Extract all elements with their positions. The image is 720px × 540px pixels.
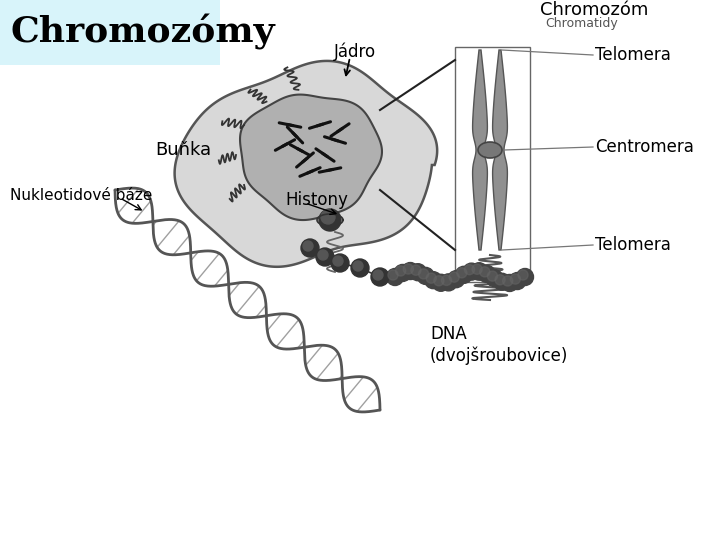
Circle shape: [448, 271, 464, 288]
Text: Telomera: Telomera: [595, 46, 671, 64]
Text: Nukleotidové báze: Nukleotidové báze: [10, 187, 153, 202]
Circle shape: [395, 266, 406, 276]
Circle shape: [516, 268, 534, 286]
Circle shape: [480, 267, 490, 277]
Text: Chromatidy: Chromatidy: [545, 17, 618, 30]
Circle shape: [471, 263, 487, 280]
Polygon shape: [492, 50, 508, 250]
Circle shape: [449, 272, 459, 282]
Circle shape: [321, 210, 335, 224]
Circle shape: [319, 209, 341, 231]
Circle shape: [418, 269, 428, 279]
Text: Centromera: Centromera: [595, 138, 694, 156]
Circle shape: [518, 270, 528, 280]
Circle shape: [371, 268, 389, 286]
Text: Chromozómy: Chromozómy: [10, 14, 274, 50]
Ellipse shape: [478, 142, 502, 158]
Circle shape: [318, 250, 328, 260]
Circle shape: [441, 275, 451, 286]
Circle shape: [426, 273, 436, 284]
Circle shape: [509, 273, 526, 289]
Text: DNA
(dvojšroubovice): DNA (dvojšroubovice): [430, 325, 568, 364]
Circle shape: [353, 261, 363, 271]
Circle shape: [440, 274, 457, 291]
Circle shape: [493, 273, 510, 291]
Text: Buňka: Buňka: [155, 141, 211, 159]
Polygon shape: [472, 50, 487, 250]
Text: Chromozóm: Chromozóm: [540, 1, 649, 19]
Bar: [0, 0, 220, 65]
Text: Jádro: Jádro: [334, 43, 376, 61]
Circle shape: [433, 276, 444, 286]
Circle shape: [388, 270, 398, 280]
Circle shape: [472, 264, 482, 274]
Text: Telomera: Telomera: [595, 236, 671, 254]
Circle shape: [486, 269, 503, 287]
Circle shape: [425, 272, 442, 289]
Text: Histony: Histony: [285, 191, 348, 209]
Circle shape: [351, 259, 369, 277]
Circle shape: [373, 270, 383, 280]
Circle shape: [303, 241, 313, 251]
Circle shape: [478, 265, 495, 282]
Circle shape: [316, 248, 334, 266]
Circle shape: [495, 275, 505, 285]
Bar: [455, 47, 530, 282]
Circle shape: [503, 276, 513, 286]
Circle shape: [333, 256, 343, 266]
Polygon shape: [175, 61, 437, 267]
Circle shape: [433, 274, 449, 291]
Circle shape: [402, 262, 419, 280]
Circle shape: [411, 265, 421, 275]
Circle shape: [394, 265, 411, 281]
Circle shape: [463, 263, 480, 280]
Circle shape: [455, 266, 472, 284]
Circle shape: [501, 274, 518, 292]
Circle shape: [464, 265, 474, 275]
Circle shape: [510, 274, 521, 284]
Circle shape: [487, 271, 498, 281]
Circle shape: [403, 264, 413, 274]
Circle shape: [417, 267, 434, 285]
Circle shape: [387, 268, 403, 286]
Circle shape: [410, 264, 426, 281]
Polygon shape: [240, 94, 382, 220]
Circle shape: [456, 268, 467, 278]
Circle shape: [301, 239, 319, 257]
Circle shape: [331, 254, 349, 272]
